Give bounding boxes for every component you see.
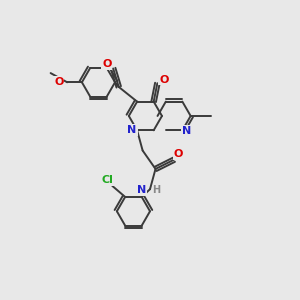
Text: O: O bbox=[159, 74, 169, 85]
Text: N: N bbox=[128, 125, 137, 135]
Text: O: O bbox=[54, 77, 64, 87]
Text: O: O bbox=[174, 149, 183, 159]
Text: O: O bbox=[102, 59, 111, 69]
Text: Cl: Cl bbox=[102, 176, 114, 185]
Text: H: H bbox=[152, 185, 160, 195]
Text: N: N bbox=[137, 185, 146, 195]
Text: N: N bbox=[182, 126, 191, 136]
